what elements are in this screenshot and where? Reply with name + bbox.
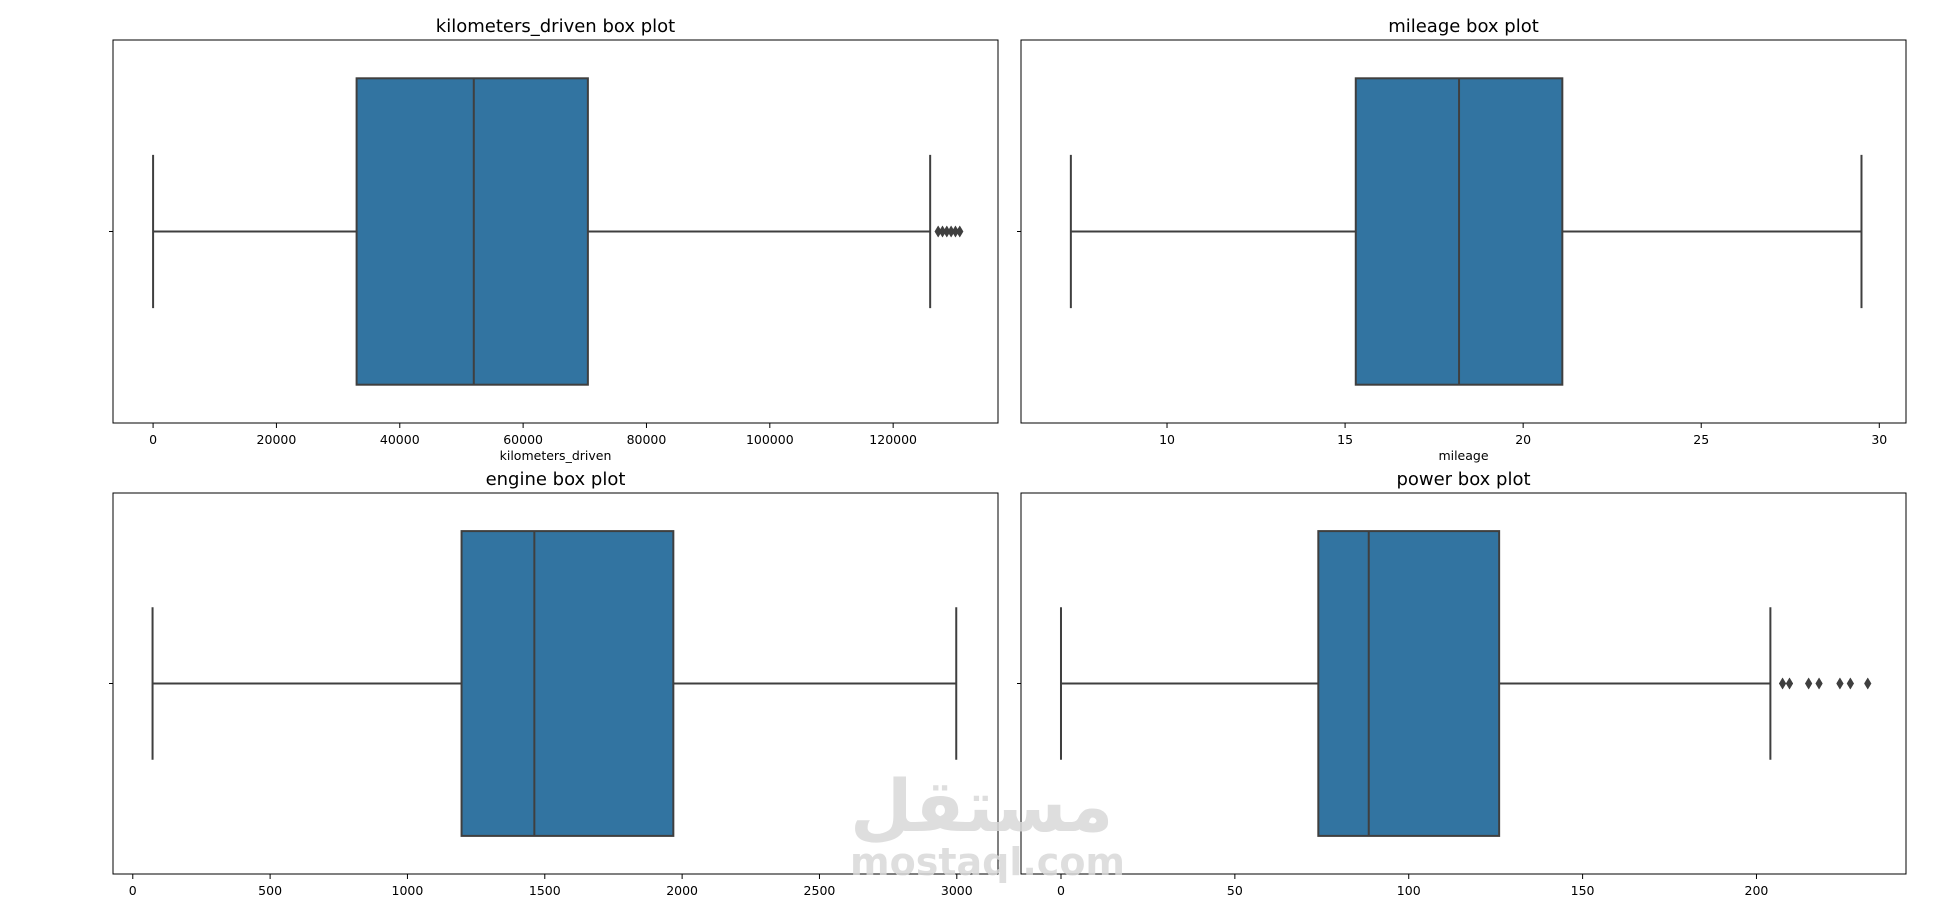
x-axis-label: kilometers_driven: [500, 448, 612, 463]
x-axis-label: mileage: [1438, 448, 1488, 463]
chart-title: kilometers_driven box plot: [436, 16, 675, 37]
outlier-point: [956, 225, 964, 238]
outlier-point: [1846, 677, 1855, 690]
outlier-point: [1836, 677, 1844, 690]
iqr-box: [1317, 530, 1501, 837]
chart-panel-4: power box plot 0 50 100 150 200: [1017, 469, 1907, 898]
x-tick-label: 1000: [392, 883, 424, 898]
x-tick-label: 30: [1871, 432, 1887, 447]
x-tick-label: 60000: [503, 432, 543, 447]
outlier-point: [1778, 677, 1787, 690]
x-tick-label: 200: [1745, 883, 1769, 898]
x-tick-label: 120000: [869, 432, 917, 447]
outlier-point: [1804, 677, 1813, 690]
x-tick-label: 20: [1515, 432, 1531, 447]
outlier-point: [1864, 677, 1872, 690]
x-tick-label: 10: [1159, 432, 1175, 447]
x-tick-label: 3000: [941, 883, 973, 898]
iqr-box: [460, 530, 675, 837]
x-tick-label: 15: [1337, 432, 1353, 447]
x-tick-label: 2000: [666, 883, 698, 898]
chart-title: engine box plot: [486, 469, 626, 490]
x-tick-label: 20000: [257, 432, 297, 447]
chart-title: mileage box plot: [1388, 16, 1539, 37]
x-tick-label: 100000: [746, 432, 794, 447]
x-tick-label: 2500: [804, 883, 836, 898]
x-tick-label: 150: [1571, 883, 1595, 898]
x-tick-label: 1500: [529, 883, 561, 898]
x-tick-label: 0: [1057, 883, 1065, 898]
outlier-point: [1815, 677, 1823, 690]
x-tick-label: 0: [129, 883, 137, 898]
x-tick-label: 40000: [380, 432, 420, 447]
x-tick-label: 0: [149, 432, 157, 447]
chart-title: power box plot: [1396, 469, 1530, 490]
outlier-point: [1785, 677, 1794, 690]
x-tick-label: 100: [1397, 883, 1421, 898]
chart-panel-1: kilometers_driven box plot 0 20000 40000 600…: [109, 16, 999, 463]
x-tick-label: 80000: [627, 432, 667, 447]
x-tick-label: 25: [1693, 432, 1709, 447]
chart-panel-3: engine box plot 0 500 1000 1500 2000 2500 3000: [109, 469, 999, 898]
iqr-box: [355, 77, 589, 386]
chart-panel-2: mileage box plot 10 15 20 25 30 mileage: [1017, 16, 1907, 463]
x-tick-label: 500: [258, 883, 282, 898]
x-tick-label: 50: [1227, 883, 1243, 898]
